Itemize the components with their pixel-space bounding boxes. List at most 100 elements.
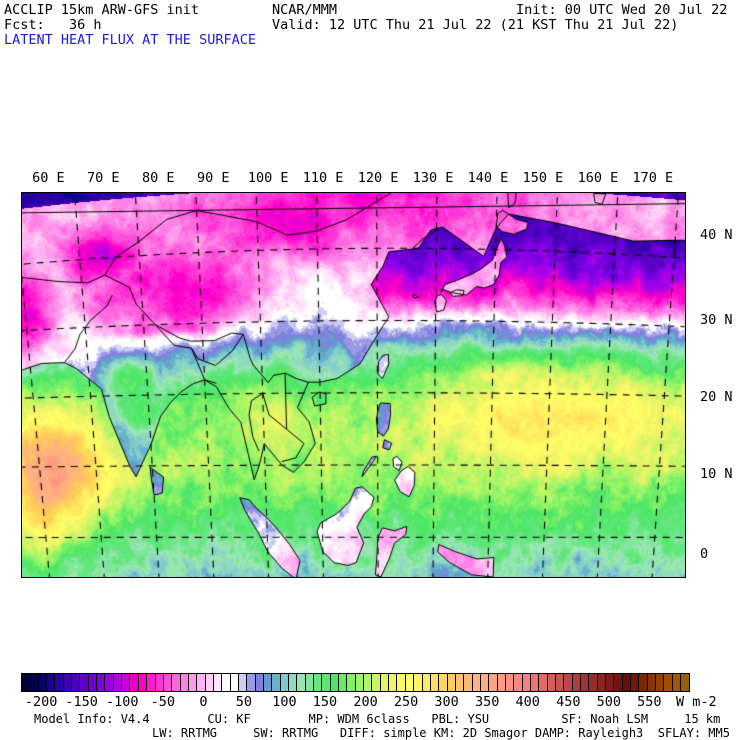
colorbar-segment [122,674,131,691]
colorbar-segment [263,674,273,691]
colorbar-segment [147,674,156,691]
colorbar-segment [447,674,456,691]
lat-tick-label: 20 N [700,389,733,405]
lat-tick-label: 30 N [700,312,733,328]
colorbar-segment [472,674,481,691]
colorbar-segment [255,674,264,691]
lon-tick-label: 150 E [522,170,564,186]
model-info-line-1: Model Info: V4.4 CU: KF MP: WDM 6class P… [34,712,721,726]
lon-tick-label: 120 E [357,170,399,186]
colorbar-segment [631,674,640,691]
colorbar-segment [322,674,331,691]
colorbar-segment [355,674,365,691]
lat-tick-label: 0 [700,546,709,562]
colorbar-segment [581,674,590,691]
colorbar-segment [589,674,598,691]
colorbar-segment [530,674,540,691]
colorbar-segment [38,674,48,691]
colorbar-segment [63,674,73,691]
colorbar-segment [514,674,523,691]
colorbar-unit-label: W m-2 [676,694,717,710]
colorbar-segment [155,674,164,691]
colorbar-segment [464,674,473,691]
lat-tick-label: 40 N [700,227,733,243]
colorbar-segment [614,674,623,691]
colorbar-segment [305,674,315,691]
header-init-time: Init: 00 UTC Wed 20 Jul 22 [516,2,728,18]
colorbar-segment [47,674,56,691]
colorbar-segment [522,674,531,691]
colorbar-segment [289,674,298,691]
colorbar-segment [163,674,173,691]
colorbar-segment [97,674,106,691]
colorbar-segment [597,674,607,691]
colorbar-segment [405,674,415,691]
page-title: LATENT HEAT FLUX AT THE SURFACE [4,32,256,48]
colorbar-segment [672,674,682,691]
model-info-line-2: LW: RRTMG SW: RRTMG DIFF: simple KM: 2D … [152,726,730,740]
colorbar-segments [21,673,690,692]
colorbar-tick-label: 550 [637,694,662,710]
colorbar-tick-label: 350 [474,694,500,710]
colorbar-segment [622,674,632,691]
header-model-title: ACCLIP 15km ARW-GFS init [4,2,200,18]
colorbar-segment [547,674,556,691]
colorbar-segment [230,674,239,691]
colorbar-segment [497,674,506,691]
colorbar-segment [656,674,665,691]
colorbar-segment [30,674,39,691]
colorbar-tick-label: 300 [434,694,459,710]
colorbar-tick-label: 500 [596,694,621,710]
colorbar-tick-label: 150 [312,694,338,710]
colorbar-segment [664,674,673,691]
colorbar-segment [606,674,615,691]
colorbar-segment [55,674,64,691]
colorbar-segment [238,674,248,691]
colorbar-tick-label: -200 [24,694,58,710]
colorbar-segment [556,674,565,691]
map-frame [21,192,686,578]
colorbar-segment [222,674,231,691]
lon-tick-label: 80 E [141,170,175,186]
header-forecast-hour: Fcst: 36 h [4,17,102,33]
lon-tick-label: 110 E [302,170,344,186]
lon-tick-label: 90 E [196,170,230,186]
colorbar-segment [505,674,515,691]
colorbar-segment [439,674,448,691]
colorbar-segment [180,674,189,691]
colorbar-segment [681,674,689,691]
lon-tick-label: 160 E [577,170,619,186]
colorbar-segment [455,674,465,691]
colorbar-tick-label: 250 [393,694,419,710]
colorbar-segment [539,674,548,691]
colorbar-segment [105,674,114,691]
lon-tick-label: 60 E [32,170,65,186]
lon-tick-label: 130 E [412,170,454,186]
colorbar-segment [88,674,98,691]
colorbar-segment [430,674,440,691]
colorbar-segment [389,674,398,691]
colorbar-tick-label: -50 [150,694,175,710]
colorbar-tick-label: 200 [353,694,378,710]
colorbar-segment [372,674,381,691]
colorbar [21,673,690,692]
colorbar-segment [72,674,81,691]
colorbar-segment [197,674,206,691]
lon-tick-label: 70 E [87,170,120,186]
colorbar-segment [564,674,573,691]
colorbar-segment [380,674,390,691]
latent-heat-flux-heatmap [22,193,685,577]
colorbar-segment [113,674,123,691]
colorbar-tick-label: 100 [272,694,297,710]
colorbar-segment [330,674,340,691]
lon-tick-label: 140 E [467,170,509,186]
colorbar-segment [364,674,373,691]
map-container[interactable] [21,192,686,578]
colorbar-segment [422,674,431,691]
colorbar-segment [339,674,348,691]
colorbar-segment [647,674,657,691]
colorbar-segment [188,674,198,691]
colorbar-segment [414,674,423,691]
colorbar-tick-label: 0 [199,694,208,710]
colorbar-segment [480,674,490,691]
